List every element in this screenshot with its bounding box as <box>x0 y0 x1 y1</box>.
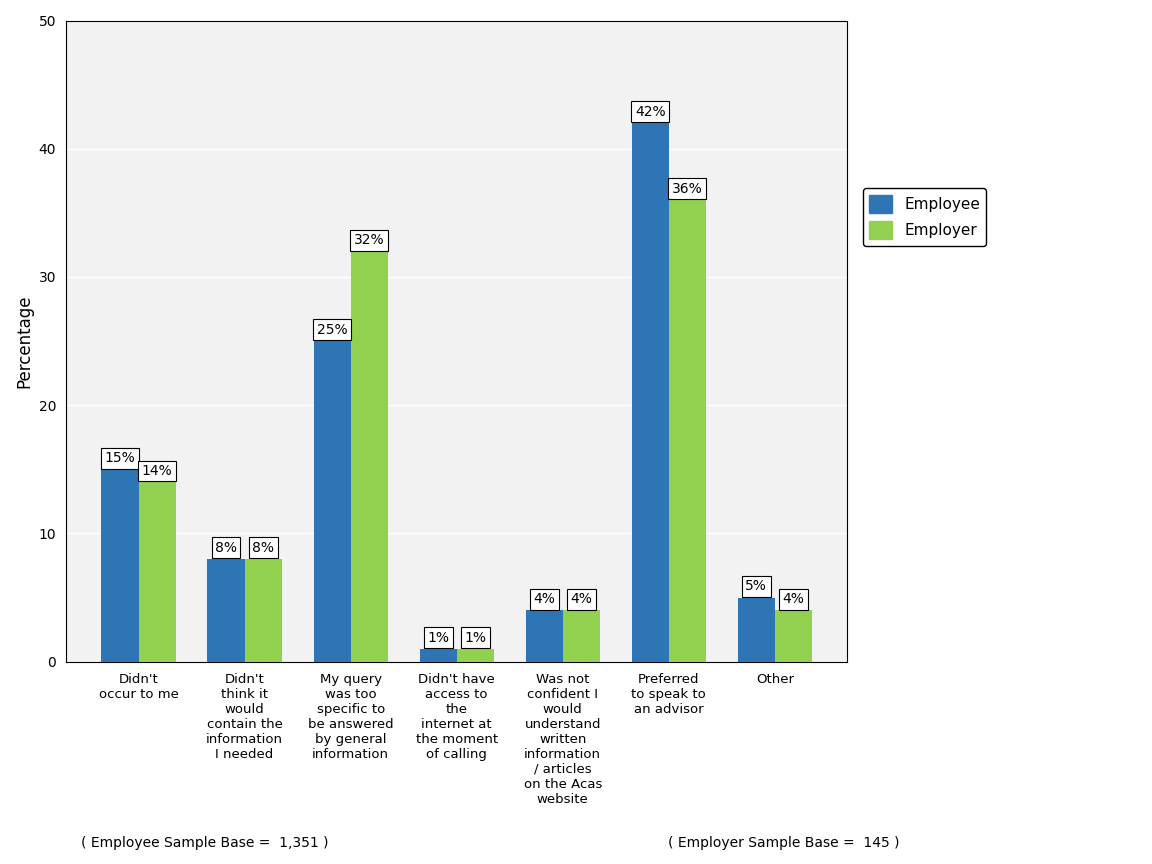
Text: 42%: 42% <box>635 105 666 119</box>
Bar <box>138 482 175 662</box>
Text: 15%: 15% <box>105 451 135 465</box>
Bar <box>207 559 244 662</box>
Bar <box>737 598 775 662</box>
Bar <box>775 610 812 662</box>
Text: 4%: 4% <box>533 592 555 607</box>
Bar <box>525 610 562 662</box>
Text: 1%: 1% <box>464 631 486 645</box>
Legend: Employee, Employer: Employee, Employer <box>863 188 986 245</box>
Text: ( Employee Sample Base =  1,351 ): ( Employee Sample Base = 1,351 ) <box>81 835 328 849</box>
Text: 1%: 1% <box>427 631 449 645</box>
Text: 8%: 8% <box>215 541 237 555</box>
Text: ( Employer Sample Base =  145 ): ( Employer Sample Base = 145 ) <box>668 835 900 849</box>
Bar <box>101 469 138 662</box>
Bar <box>456 649 494 662</box>
Text: 36%: 36% <box>672 181 703 196</box>
Text: 5%: 5% <box>745 580 767 594</box>
Text: 25%: 25% <box>317 323 348 337</box>
Text: 4%: 4% <box>782 592 804 607</box>
Y-axis label: Percentage: Percentage <box>15 295 33 388</box>
Text: 32%: 32% <box>354 233 385 247</box>
Bar <box>562 610 600 662</box>
Bar <box>350 251 388 662</box>
Text: 14%: 14% <box>142 464 173 478</box>
Text: 4%: 4% <box>570 592 592 607</box>
Bar <box>313 341 350 662</box>
Text: 8%: 8% <box>252 541 274 555</box>
Bar <box>669 200 706 662</box>
Bar <box>244 559 282 662</box>
Bar <box>419 649 456 662</box>
Bar <box>631 123 669 662</box>
